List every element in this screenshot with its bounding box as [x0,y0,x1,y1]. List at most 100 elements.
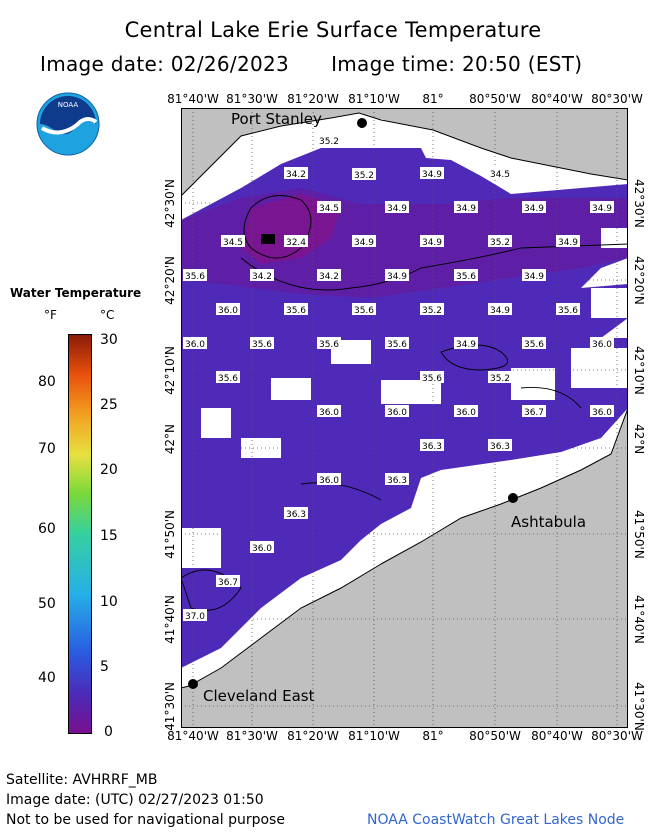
lon-tick-label: 80°50'W [469,729,521,743]
temperature-value: 36.0 [456,408,476,418]
temperature-label: 35.2 [488,235,512,248]
graticule [181,108,628,728]
temperature-label: 37.0 [183,609,207,622]
temperature-label: 36.3 [385,473,409,486]
temperature-value: 35.6 [185,272,205,282]
temperature-value: 35.6 [218,374,238,384]
temperature-value: 35.6 [524,340,544,350]
temperature-label: 34.2 [284,167,308,180]
temperature-value: 37.0 [185,612,205,622]
temperature-label: 34.5 [317,201,341,214]
temperature-label: 35.2 [317,134,341,147]
legend-c-label: 10 [100,594,118,610]
temperature-value: 35.6 [456,272,476,282]
temperature-value: 36.3 [490,442,510,452]
legend-unit-f: °F [44,308,57,322]
temperature-value: 35.6 [558,306,578,316]
legend-c-label: 20 [100,462,118,478]
legend-unit-c: °C [100,308,115,322]
ashtabula-marker [508,493,518,503]
temperature-value: 35.6 [286,306,306,316]
logo-text: NOAA [58,101,79,109]
lon-tick-label: 80°40'W [531,729,583,743]
temperature-label: 35.6 [522,337,546,350]
map-title: Central Lake Erie Surface Temperature [124,18,542,42]
temperature-label: 32.4 [284,235,308,248]
lat-tick-label: 42°N [632,424,646,455]
image-date: Image date: 02/26/2023 [40,52,290,76]
cleveland-east-marker [188,679,198,689]
temperature-value: 34.2 [286,170,306,180]
coldest-region [241,194,341,264]
temperature-label: 35.6 [250,337,274,350]
temperature-label: 36.0 [317,405,341,418]
temperature-label: 34.9 [352,235,376,248]
lon-tick-label: 81°20'W [287,92,339,106]
temperature-value: 34.9 [456,340,476,350]
temperature-label: 34.9 [522,201,546,214]
temperature-value: 35.2 [422,306,442,316]
ashtabula-label: Ashtabula [511,513,586,531]
temperature-value: 34.9 [354,238,374,248]
temperature-map: 35.2 34.2 35.2 34.9 34.5 34.5 34.9 34.9 34.9 34.9… [181,108,628,728]
temperature-label: 36.0 [590,405,614,418]
lat-tick-label: 41°30'N [632,682,646,731]
temperature-value: 35.6 [354,306,374,316]
temperature-label: 34.9 [454,337,478,350]
temperature-value: 36.3 [422,442,442,452]
temperature-value: 34.5 [223,238,243,248]
lat-tick-label: 42°N [163,424,177,455]
temperature-label: 35.6 [352,303,376,316]
port-stanley-label: Port Stanley [231,110,322,128]
temperature-label: 34.2 [317,269,341,282]
lon-tick-label: 80°30'W [591,729,643,743]
temperature-label: 36.3 [488,439,512,452]
temperature-value: 35.6 [319,340,339,350]
map-frame [181,108,628,728]
temperature-label: 35.6 [454,269,478,282]
temperature-label: 34.9 [420,235,444,248]
lon-tick-label: 81°30'W [226,729,278,743]
temperature-value: 35.2 [354,171,374,181]
lon-tick-label: 81° [422,92,444,106]
temperature-value: 36.0 [185,340,205,350]
temperature-label: 35.6 [216,371,240,384]
lon-tick-label: 81°40'W [167,729,219,743]
temperature-label: 35.6 [317,337,341,350]
temperature-label: 34.9 [522,269,546,282]
temperature-label: 35.2 [488,371,512,384]
lat-tick-label: 42°30'N [163,179,177,228]
legend-f-label: 60 [38,521,56,537]
temperature-value: 35.2 [490,374,510,384]
lon-tick-label: 80°40'W [531,92,583,106]
temperature-label: 34.9 [454,201,478,214]
lon-tick-label: 81°40'W [167,92,219,106]
temperature-value: 36.7 [524,408,544,418]
legend-title: Water Temperature [10,286,142,300]
temperature-label: 36.7 [522,405,546,418]
temperature-value: 36.0 [592,340,612,350]
temperature-label: 36.3 [284,507,308,520]
lon-tick-label: 81°30'W [226,92,278,106]
temperature-label: 36.0 [454,405,478,418]
temperature-label: 36.0 [216,303,240,316]
temperature-value: 34.9 [524,272,544,282]
temperature-label: 35.6 [556,303,580,316]
temperature-value: 34.9 [524,204,544,214]
legend-f-label: 50 [38,596,56,612]
temperature-value: 34.5 [319,204,339,214]
temperature-label: 34.9 [385,201,409,214]
temperature-value: 35.6 [422,374,442,384]
lon-tick-label: 81°10'W [348,92,400,106]
cold-spot [261,234,275,244]
temperature-label: 34.9 [420,167,444,180]
legend-c-label: 30 [100,332,118,348]
noaa-logo: NOAA [36,92,100,156]
temperature-labels: 35.2 34.2 35.2 34.9 34.5 34.5 34.9 34.9 34.9 34.9… [183,134,614,622]
lon-tick-label: 80°50'W [469,92,521,106]
legend-c-label: 15 [100,528,118,544]
image-time: Image time: 20:50 (EST) [331,52,583,76]
temperature-value: 35.2 [490,238,510,248]
temperature-value: 36.3 [387,476,407,486]
temperature-label: 34.9 [385,269,409,282]
